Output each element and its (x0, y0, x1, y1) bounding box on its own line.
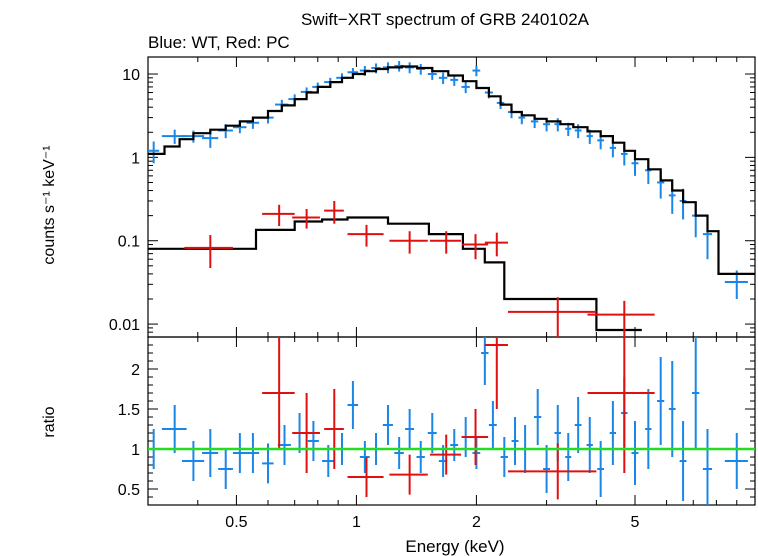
ratio-panel-frame (147, 336, 756, 506)
ratio-y-axis-label: ratio (41, 406, 58, 437)
ratio-y-tick-label: 1 (131, 442, 140, 459)
wt-model-curve (148, 65, 755, 275)
ratio-y-tick-label: 2 (131, 362, 140, 379)
x-tick-label: 5 (631, 514, 640, 531)
spectrum-y-tick-label: 1 (131, 150, 140, 167)
x-tick-label: 0.5 (225, 514, 247, 531)
ratio-y-tick-label: 0.5 (118, 482, 140, 499)
spectrum-y-tick-label: 0.01 (109, 317, 140, 334)
pc-ratio-point-group (262, 337, 655, 500)
spectrum-y-tick-label: 0.1 (118, 234, 140, 251)
x-tick-label: 1 (352, 514, 361, 531)
pc-spectrum-point-group (184, 200, 655, 337)
spectrum-y-tick-label: 10 (122, 67, 140, 84)
x-axis-label: Energy (keV) (405, 537, 504, 556)
spectrum-y-axis-label: counts s⁻¹ keV⁻¹ (41, 145, 58, 264)
spectrum-panel-frame (147, 56, 756, 338)
plot-panels: 0.5 1 2 5 10 1 0.1 0.01 2 1.5 1 0.5 (109, 56, 756, 531)
ratio-y-tick-label: 1.5 (118, 402, 140, 419)
wt-spectrum-point-group (148, 61, 748, 299)
chart-subtitle: Blue: WT, Red: PC (148, 33, 290, 52)
x-tick-label: 2 (472, 514, 481, 531)
wt-ratio-point-group (148, 337, 748, 505)
chart-title: Swift−XRT spectrum of GRB 240102A (301, 10, 590, 29)
pc-model-curve (148, 216, 642, 332)
